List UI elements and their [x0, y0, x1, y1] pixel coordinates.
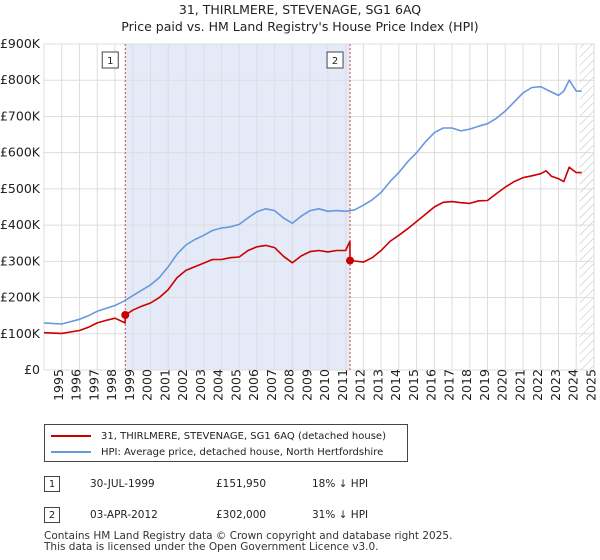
x-tick-label: 2008 [282, 369, 297, 401]
sale-point [346, 256, 355, 265]
sale-number-badge: 1 [44, 476, 60, 492]
x-tick-label: 2017 [441, 369, 456, 401]
legend-label-hpi: HPI: Average price, detached house, Nort… [101, 446, 384, 458]
footer-line-copyright: Contains HM Land Registry data © Crown c… [44, 530, 453, 542]
x-tick-label: 2022 [530, 369, 545, 401]
x-axis-labels: 1995 1996 1997 1998 1999 2000 2001 2002 2003 2004… [51, 369, 598, 401]
x-tick-label: 2005 [228, 369, 243, 401]
x-tick-label: 2011 [335, 369, 350, 401]
sale-points [121, 256, 355, 319]
x-tick-label: 2009 [299, 369, 314, 401]
x-tick-label: 1995 [51, 369, 66, 401]
legend-label-property: 31, THIRLMERE, STEVENAGE, SG1 6AQ (detac… [101, 430, 386, 442]
x-tick-label: 2000 [140, 369, 155, 401]
series-lines [43, 79, 582, 335]
x-tick-label: 2014 [388, 369, 403, 401]
x-tick-label: 1999 [122, 369, 137, 401]
x-tick-label: 2015 [406, 369, 421, 401]
legend: 31, THIRLMERE, STEVENAGE, SG1 6AQ (detac… [44, 424, 408, 462]
chart-title: 31, THIRLMERE, STEVENAGE, SG1 6AQ [178, 2, 422, 17]
x-tick-label: 2004 [211, 369, 226, 401]
x-tick-label: 1998 [104, 369, 119, 401]
y-tick-label: £700K [0, 108, 41, 123]
chart-title-block: 31, THIRLMERE, STEVENAGE, SG1 6AQ Price … [0, 1, 600, 35]
legend-item-property: 31, THIRLMERE, STEVENAGE, SG1 6AQ (detac… [51, 428, 386, 444]
annotation-label: 2 [332, 56, 338, 67]
x-tick-label: 2020 [495, 369, 510, 401]
hpi-series-line [43, 79, 582, 325]
x-tick-label: 1997 [86, 369, 101, 401]
y-tick-label: £500K [0, 181, 41, 196]
annotation-box [101, 51, 119, 69]
sale-point [121, 310, 130, 319]
annotation-label: 1 [107, 56, 113, 67]
x-tick-label: 2019 [477, 369, 492, 401]
future-hatch-region [579, 44, 594, 370]
x-tick-label: 2021 [512, 369, 527, 401]
legend-swatch-property [51, 435, 91, 437]
x-tick-label: 2006 [246, 369, 261, 401]
y-tick-label: £0 [24, 362, 40, 377]
y-tick-label: £800K [0, 72, 41, 87]
x-tick-label: 2003 [193, 369, 208, 401]
price-chart: £0 £100K £200K £300K £400K £500K £600K £700K £80… [0, 36, 598, 401]
gridlines [43, 43, 595, 371]
y-tick-label: £600K [0, 145, 41, 160]
property-series-line [43, 166, 582, 335]
x-tick-label: 2007 [264, 369, 279, 401]
sale-hpi-diff: 18% ↓ HPI [312, 478, 369, 490]
x-tick-label: 2016 [424, 369, 439, 401]
x-tick-label: 2012 [353, 369, 368, 401]
sale-price: £151,950 [216, 478, 267, 490]
x-tick-label: 2010 [317, 369, 332, 401]
legend-item-hpi: HPI: Average price, detached house, Nort… [51, 444, 383, 460]
x-tick-label: 2001 [157, 369, 172, 401]
chart-subtitle: Price paid vs. HM Land Registry's House … [121, 19, 479, 34]
sale-date: 03-APR-2012 [90, 509, 158, 521]
x-tick-label: 2025 [583, 369, 598, 401]
legend-swatch-hpi [51, 451, 91, 453]
y-tick-label: £900K [0, 36, 41, 51]
y-tick-label: £400K [0, 217, 41, 232]
y-tick-label: £300K [0, 253, 41, 268]
x-tick-label: 2023 [548, 369, 563, 401]
y-axis-labels: £0 £100K £200K £300K £400K £500K £600K £700K £80… [0, 36, 41, 377]
y-tick-label: £100K [0, 326, 41, 341]
sale-price: £302,000 [216, 509, 267, 521]
annotation-box [326, 51, 344, 69]
shaded-ownership-period [125, 44, 351, 370]
x-tick-label: 2013 [370, 369, 385, 401]
sale-date: 30-JUL-1999 [90, 478, 155, 490]
x-tick-label: 2002 [175, 369, 190, 401]
footer-line-licence: This data is licensed under the Open Gov… [44, 541, 379, 553]
x-tick-label: 1996 [69, 369, 84, 401]
x-tick-label: 2024 [566, 369, 581, 401]
y-tick-label: £200K [0, 290, 41, 305]
footer-attribution: Contains HM Land Registry data © Crown c… [44, 531, 452, 553]
sale-hpi-diff: 31% ↓ HPI [312, 509, 369, 521]
x-tick-label: 2018 [459, 369, 474, 401]
sale-number-badge: 2 [44, 507, 60, 523]
